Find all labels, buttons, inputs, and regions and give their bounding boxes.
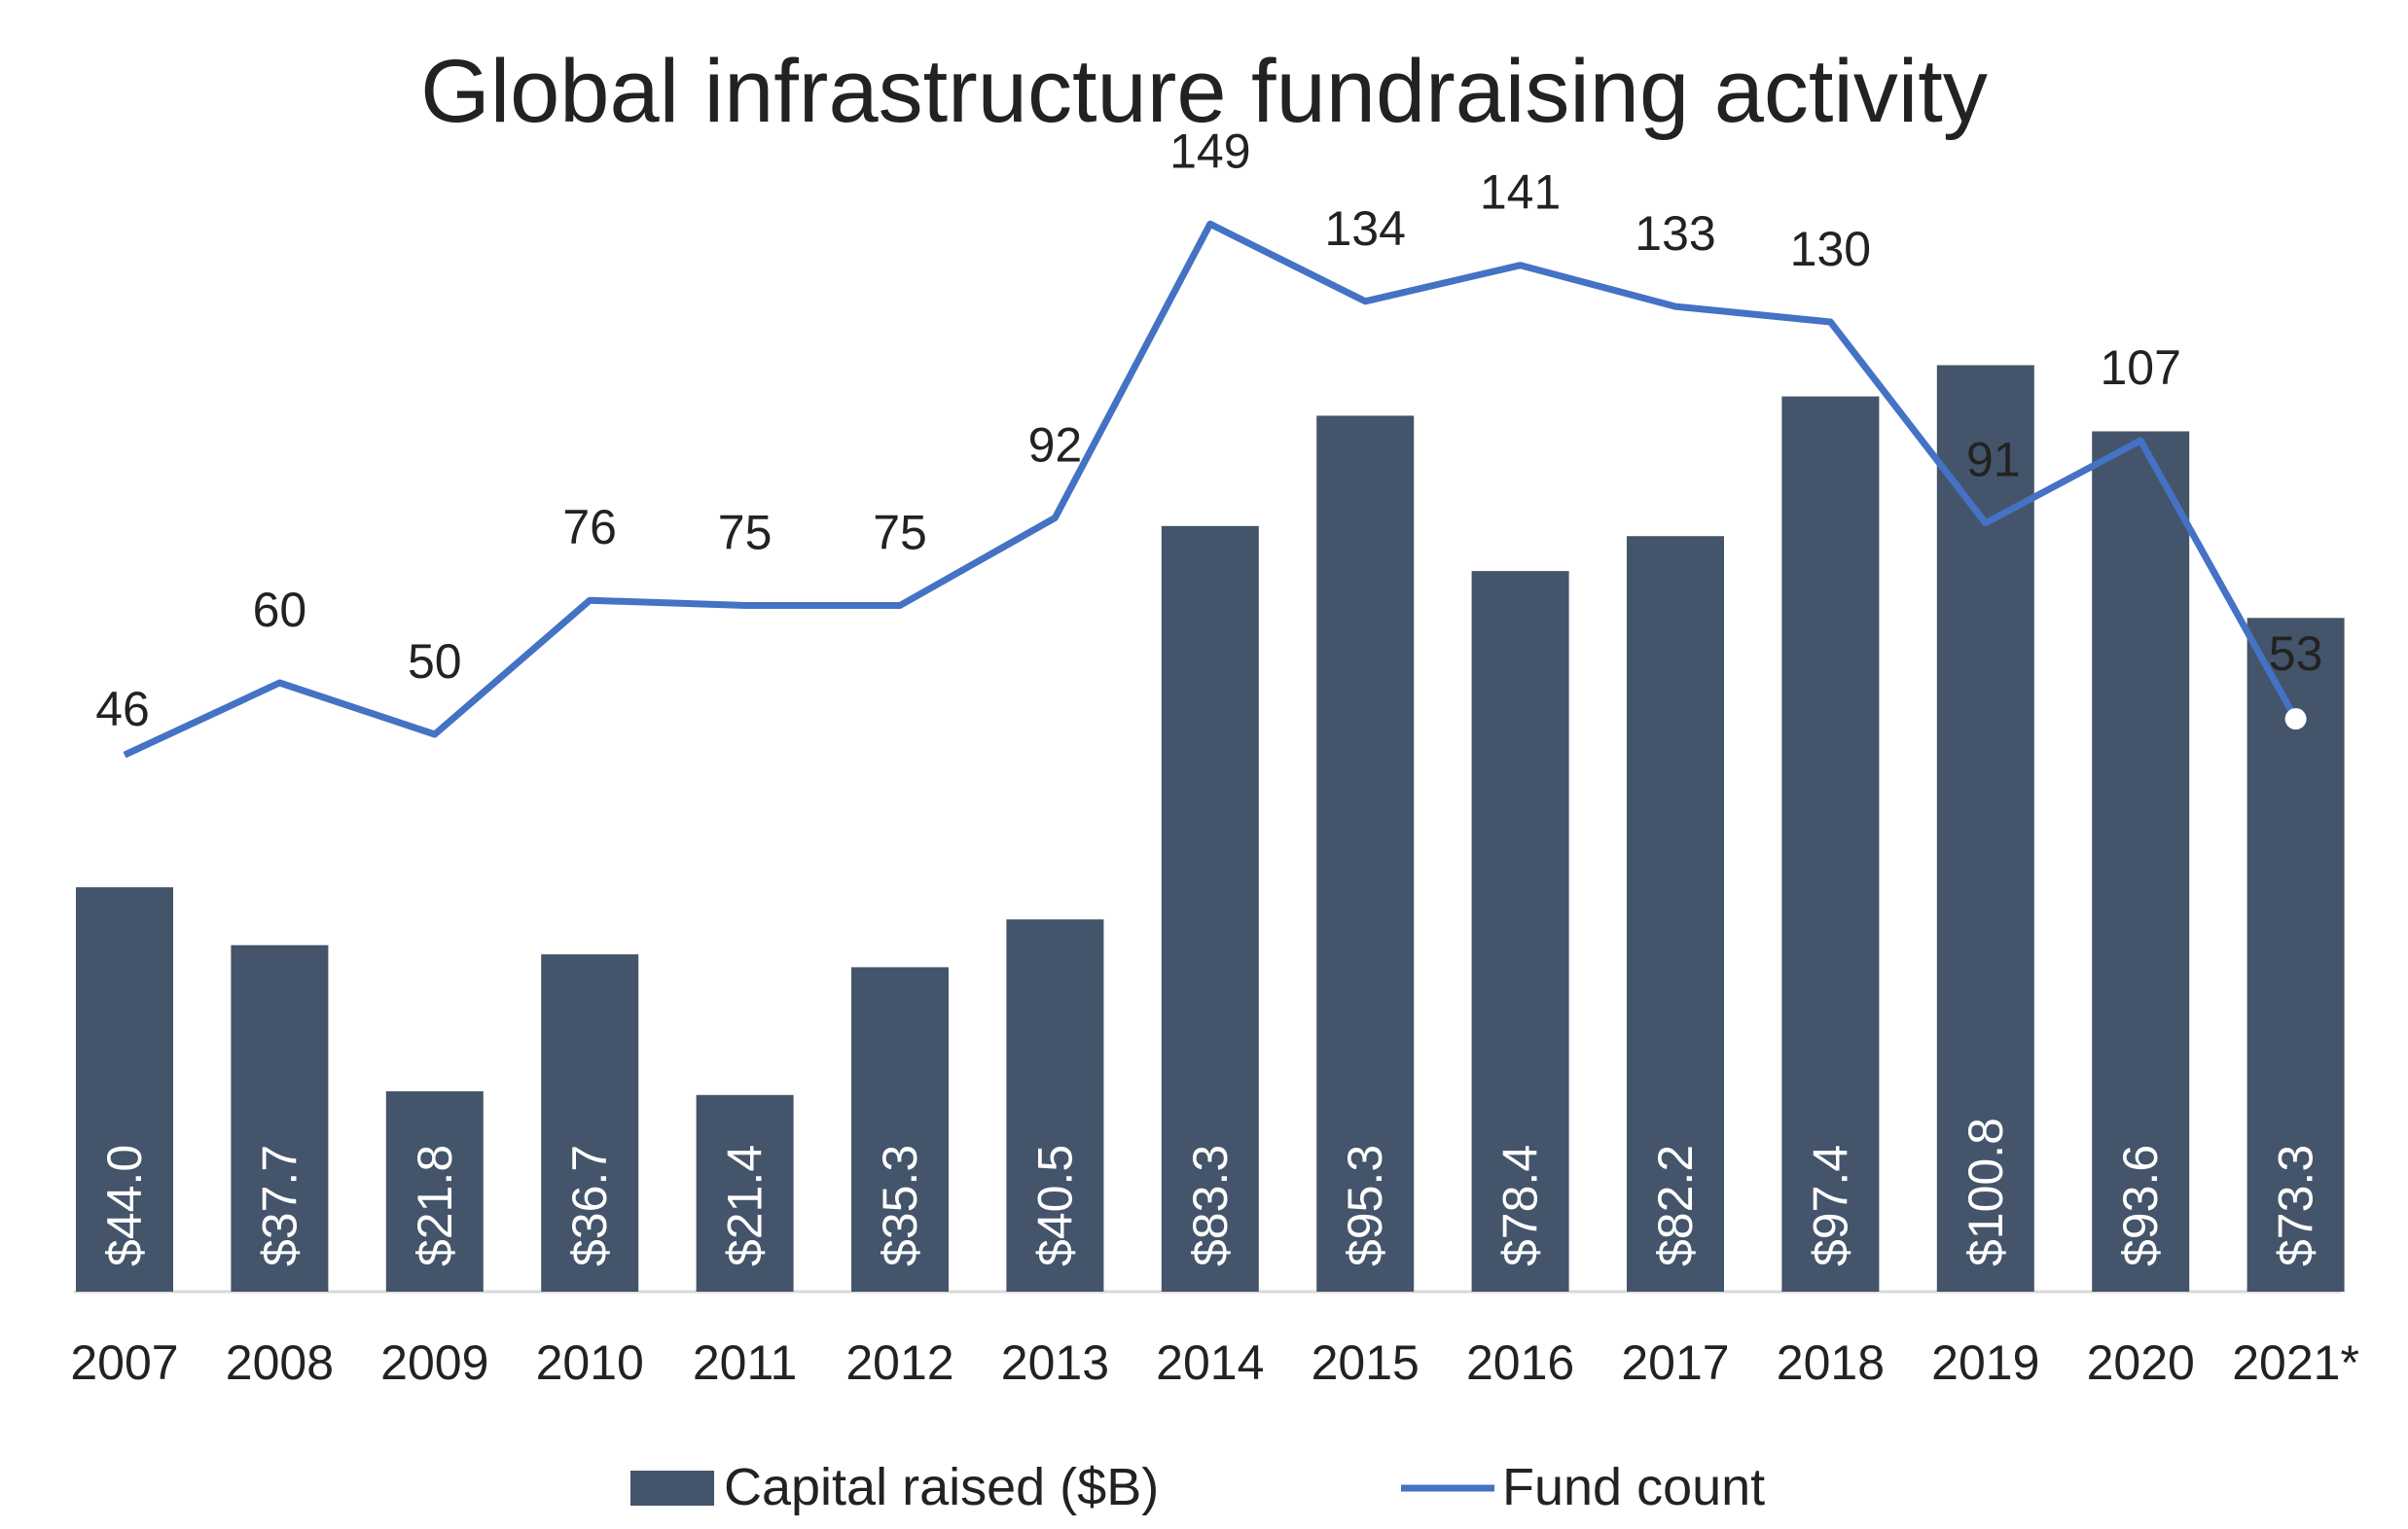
bar-value-labels: $44.0 $37.7 $21.8 $36.7 $21.4 $35.3 $40.5 $83.3…: [97, 1118, 2323, 1266]
x-tick-label: 2008: [226, 1335, 334, 1390]
bar-2020: [2092, 431, 2190, 1293]
bar-value-label: $21.8: [408, 1145, 462, 1266]
x-tick-label: 2012: [845, 1335, 953, 1390]
fund-count-label: 60: [253, 583, 307, 637]
legend-swatch-capital: [630, 1471, 714, 1506]
fund-count-line: [123, 220, 2299, 759]
bar-value-label: $35.3: [873, 1145, 927, 1266]
x-tick-label: 2013: [1001, 1335, 1109, 1390]
bar-value-label: $83.3: [1183, 1145, 1238, 1266]
bar-value-label: $93.6: [2113, 1145, 2168, 1266]
fund-count-label: 141: [1480, 165, 1561, 220]
bar-series: [76, 365, 2345, 1293]
line-value-labels: 46 60 50 76 75 75 92 149 134 141 133 130 91 107 53: [95, 124, 2322, 736]
bar-value-label: $95.3: [1338, 1145, 1392, 1266]
bar-value-label: $82.2: [1648, 1145, 1703, 1266]
bar-2007: [76, 887, 173, 1292]
x-tick-label: 2020: [2087, 1335, 2195, 1390]
x-tick-label: 2016: [1466, 1335, 1574, 1390]
legend-label-fund-count: Fund count: [1502, 1458, 1765, 1516]
bar-value-label: $36.7: [562, 1145, 617, 1266]
x-tick-label: 2018: [1777, 1335, 1885, 1390]
bar-2008: [231, 944, 329, 1292]
x-axis-tick-labels: 2007 2008 2009 2010 2011 2012 2013 2014 2015 2016…: [70, 1335, 2359, 1390]
bar-value-label: $40.5: [1027, 1145, 1082, 1266]
bar-value-label: $44.0: [97, 1145, 152, 1266]
x-tick-label: 2017: [1621, 1335, 1729, 1390]
bar-2021: [2246, 618, 2345, 1292]
fund-count-label: 53: [2269, 626, 2323, 681]
fund-count-label: 50: [408, 634, 462, 689]
bar-2009: [385, 1090, 484, 1292]
fund-count-label: 91: [1966, 433, 2021, 487]
bar-value-label: $21.4: [718, 1145, 773, 1266]
bar-2010: [541, 954, 639, 1292]
x-tick-label: 2009: [380, 1335, 488, 1390]
bar-value-label: $73.3: [2269, 1145, 2323, 1266]
fund-count-label: 75: [873, 506, 927, 560]
fund-count-label: 46: [95, 682, 150, 736]
fund-count-label: 76: [562, 500, 617, 554]
bar-value-label: $37.7: [252, 1145, 306, 1266]
bar-2016: [1471, 571, 1569, 1292]
x-tick-label: 2015: [1312, 1335, 1420, 1390]
x-tick-label: 2011: [693, 1335, 798, 1390]
x-tick-label: 2007: [70, 1335, 178, 1390]
bar-2015: [1316, 415, 1415, 1292]
x-tick-label: 2019: [1931, 1335, 2039, 1390]
bar-2012: [851, 967, 949, 1292]
fund-count-label: 149: [1169, 124, 1250, 178]
fund-count-label: 130: [1790, 222, 1871, 276]
chart-title: Global infrastructure fundraising activi…: [420, 42, 1988, 141]
bar-value-label: $97.4: [1803, 1145, 1857, 1266]
bar-value-label: $78.4: [1493, 1145, 1548, 1266]
bar-2014: [1161, 525, 1259, 1292]
legend: Capital raised ($B) Fund count: [630, 1458, 1765, 1516]
fund-count-label: 75: [718, 506, 773, 560]
bar-2013: [1006, 919, 1104, 1292]
x-tick-label: 2010: [536, 1335, 644, 1390]
x-tick-label: 2021*: [2232, 1335, 2359, 1390]
fund-count-label: 133: [1635, 206, 1715, 261]
line-series: [123, 220, 2307, 759]
x-tick-label: 2014: [1156, 1335, 1264, 1390]
legend-label-capital: Capital raised ($B): [724, 1458, 1159, 1516]
fund-count-label: 134: [1324, 201, 1405, 256]
bar-2017: [1627, 536, 1724, 1292]
fund-count-label: 107: [2100, 340, 2180, 395]
bar-2011: [696, 1094, 794, 1292]
bar-2018: [1781, 396, 1880, 1292]
fund-count-label: 92: [1028, 417, 1083, 472]
fund-count-end-marker: [2284, 708, 2307, 730]
bar-value-label: $100.8: [1959, 1118, 2013, 1266]
